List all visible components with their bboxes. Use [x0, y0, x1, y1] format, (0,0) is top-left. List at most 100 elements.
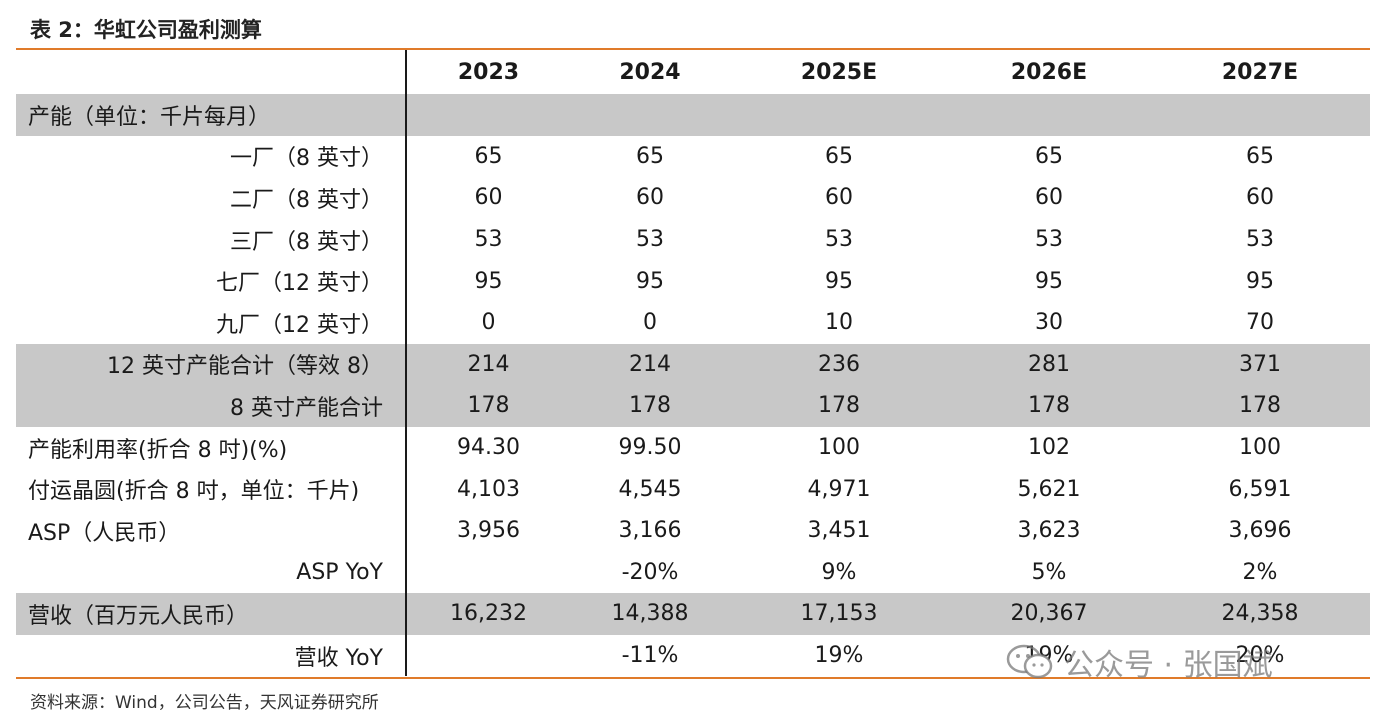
value-cell: 178	[730, 385, 948, 427]
value-cell: 53	[825, 227, 853, 253]
value-cell: 214	[406, 343, 570, 386]
value-cell: 178	[948, 385, 1150, 427]
value-cell: 94.30	[457, 435, 520, 461]
value-cell: 95	[825, 268, 853, 294]
value-cell: 3,451	[807, 518, 871, 544]
row-label: 产能利用率(折合 8 吋)(%)	[16, 426, 407, 469]
value-cell: 3,956	[457, 518, 520, 544]
value-cell	[406, 635, 570, 677]
value-cell: 178	[406, 385, 570, 427]
value-cell: 3,623	[1017, 518, 1081, 544]
watermark-text: 公众号 · 张国斌	[1064, 648, 1273, 683]
value-cell: 16,232	[406, 593, 570, 635]
table-row: 七厂（12 英寸） 95 95 95 95 95	[16, 260, 1370, 302]
row-label: 三厂（8 英寸）	[16, 218, 407, 261]
value-cell: 95	[636, 268, 664, 294]
value-cell: 65	[474, 143, 503, 169]
watermark: 公众号 · 张国斌	[1006, 640, 1273, 684]
table-row: 产能（单位：千片每月）	[16, 94, 1370, 136]
value-cell	[730, 94, 948, 136]
value-cell: 3,696	[1228, 518, 1292, 544]
table-row: 营收（百万元人民币） 16,232 14,388 17,153 20,367 24,358	[16, 593, 1370, 635]
table-row: 九厂（12 英寸） 0 0 10 30 70	[16, 301, 1370, 344]
value-cell: 53	[1246, 227, 1274, 253]
value-cell: 60	[636, 185, 664, 211]
value-cell: 5,621	[1017, 476, 1081, 502]
row-label: 12 英寸产能合计（等效 8）	[16, 343, 407, 386]
wechat-icon	[1006, 644, 1054, 680]
value-cell: 60	[1246, 185, 1274, 211]
value-cell: 17,153	[730, 593, 948, 635]
top-rule	[16, 48, 1370, 50]
value-cell: 65	[1246, 143, 1274, 169]
value-cell: 4,971	[807, 476, 871, 502]
header-year-2023: 2023	[457, 59, 520, 85]
value-cell: 2%	[1242, 559, 1278, 585]
header-year-2027e: 2027E	[1221, 59, 1299, 85]
value-cell: 4,103	[457, 476, 520, 502]
value-cell: 3,166	[618, 518, 682, 544]
table-row: 8 英寸产能合计 178 178 178 178 178	[16, 385, 1370, 427]
row-label: 营收（百万元人民币）	[16, 593, 407, 635]
header-year-2024: 2024	[619, 59, 681, 85]
value-cell: 60	[1035, 185, 1063, 211]
row-label: ASP（人民币）	[16, 509, 407, 552]
value-cell: 9%	[821, 559, 857, 585]
value-cell: 60	[825, 185, 853, 211]
table-title: 表 2：华虹公司盈利测算	[30, 18, 262, 42]
value-cell: 214	[570, 343, 730, 386]
row-label: ASP YoY	[16, 551, 407, 594]
value-cell	[406, 552, 570, 594]
table-row: 三厂（8 英寸） 53 53 53 53 53	[16, 218, 1370, 261]
value-cell: 99.50	[618, 435, 682, 461]
value-cell: 53	[1035, 227, 1063, 253]
value-cell: 100	[818, 435, 860, 461]
value-cell: 6,591	[1228, 476, 1292, 502]
value-cell: 281	[948, 343, 1150, 386]
value-cell: 0	[643, 310, 657, 336]
value-cell: 102	[1028, 435, 1070, 461]
row-label: 产能（单位：千片每月）	[16, 94, 407, 136]
value-cell	[406, 94, 570, 136]
profit-estimate-table: 2023 2024 2025E 2026E 2027E 产能（单位：千片每月）一…	[16, 50, 1370, 677]
table-row: 付运晶圆(折合 8 吋，单位：千片) 4,103 4,545 4,971 5,621 6,…	[16, 468, 1370, 510]
value-cell	[1150, 94, 1370, 136]
value-cell: 60	[474, 185, 503, 211]
header-row: 2023 2024 2025E 2026E 2027E	[16, 50, 1370, 94]
value-cell	[948, 94, 1150, 136]
value-cell: 65	[636, 143, 664, 169]
value-cell: 14,388	[570, 593, 730, 635]
value-cell: 53	[636, 227, 664, 253]
row-label: 一厂（8 英寸）	[16, 135, 407, 178]
value-cell: -20%	[621, 559, 679, 585]
bottom-rule	[16, 677, 1370, 679]
value-cell: 65	[825, 143, 853, 169]
value-cell: 178	[570, 385, 730, 427]
value-cell: 5%	[1031, 559, 1067, 585]
value-cell: 19%	[814, 643, 864, 669]
value-cell: 95	[1246, 268, 1274, 294]
value-cell: 0	[481, 310, 496, 336]
value-cell: 95	[1035, 268, 1063, 294]
value-cell: 236	[730, 343, 948, 386]
value-cell: 65	[1035, 143, 1063, 169]
table-row: 12 英寸产能合计（等效 8） 214 214 236 281 371	[16, 343, 1370, 386]
row-label: 8 英寸产能合计	[16, 385, 407, 427]
value-cell: 30	[1035, 310, 1063, 336]
row-label: 二厂（8 英寸）	[16, 177, 407, 219]
header-label-cell	[16, 50, 407, 94]
source-note: 资料来源：Wind，公司公告，天风证券研究所	[30, 693, 379, 713]
row-label: 七厂（12 英寸）	[16, 260, 407, 302]
value-cell: 371	[1150, 343, 1370, 386]
value-cell: 4,545	[618, 476, 682, 502]
value-cell: 178	[1150, 385, 1370, 427]
value-cell: 95	[474, 268, 503, 294]
value-cell: 53	[474, 227, 503, 253]
value-cell: 20%	[1235, 643, 1285, 669]
value-cell: 10	[825, 310, 853, 336]
row-label: 营收 YoY	[16, 634, 407, 677]
value-cell	[570, 94, 730, 136]
header-year-2026e: 2026E	[1010, 59, 1088, 85]
table-row: ASP YoY -20% 9% 5% 2%	[16, 551, 1370, 594]
table-row: ASP（人民币） 3,956 3,166 3,451 3,623 3,696	[16, 509, 1370, 552]
